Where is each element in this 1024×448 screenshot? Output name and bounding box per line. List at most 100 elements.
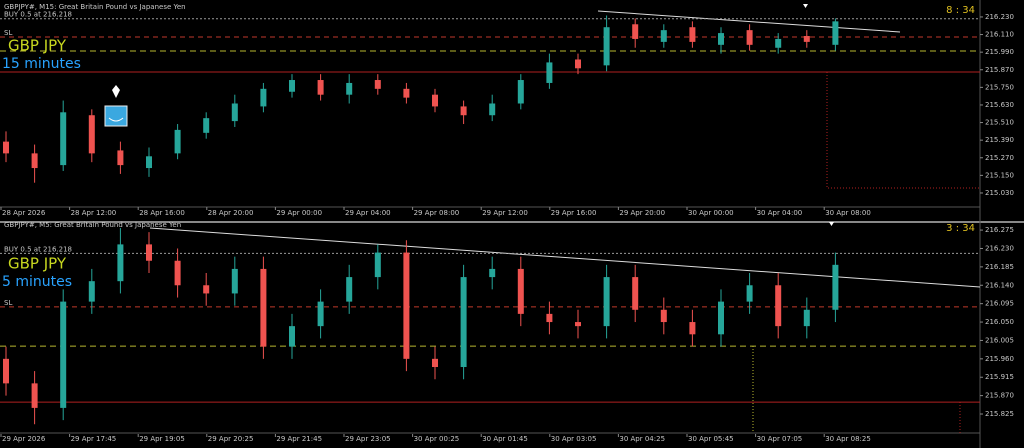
candle-body (146, 156, 152, 169)
candle-body (460, 277, 467, 368)
candle-body (31, 153, 38, 169)
time-label: 30 Apr 07:05 (757, 435, 803, 443)
price-label: 215.870 (985, 66, 1014, 74)
candle-body (517, 268, 524, 314)
candle-body (3, 141, 9, 154)
candle-body (317, 80, 324, 95)
time-label: 29 Apr 20:00 (619, 209, 665, 217)
candle-body (775, 38, 782, 48)
time-label: 30 Apr 05:45 (688, 435, 734, 443)
price-label: 215.825 (985, 410, 1014, 418)
price-label: 216.110 (985, 31, 1014, 39)
candle-body (231, 103, 238, 122)
candle-body (718, 301, 724, 335)
candle-body (203, 118, 210, 133)
price-label: 216.095 (985, 300, 1014, 308)
candle-body (403, 252, 410, 359)
candle-body (346, 82, 353, 95)
timeframe-label: 15 minutes (2, 56, 81, 72)
price-label: 215.960 (985, 355, 1014, 363)
time-label: 30 Apr 00:25 (414, 435, 460, 443)
candle-body (3, 358, 9, 384)
candle-body (346, 277, 353, 302)
candle-body (317, 301, 324, 327)
time-label: 30 Apr 08:00 (825, 209, 871, 217)
candle-body (489, 103, 496, 116)
candle-body (632, 24, 639, 39)
candle-body (575, 322, 581, 327)
candle-body (546, 62, 553, 83)
price-label: 215.990 (985, 48, 1014, 56)
price-label: 215.630 (985, 101, 1014, 109)
candle-body (660, 309, 667, 323)
time-label: 29 Apr 2026 (2, 435, 46, 443)
candle-body (460, 106, 467, 116)
price-label: 215.915 (985, 373, 1014, 381)
candle-body (575, 59, 581, 69)
time-label: 29 Apr 00:00 (276, 209, 322, 217)
candle-body (746, 285, 753, 302)
shift-marker (829, 222, 834, 226)
candle-body (289, 326, 295, 347)
candle-body (489, 268, 496, 278)
candle-body (231, 268, 238, 294)
level-label: BUY 0.5 at 216.218 (4, 11, 72, 19)
level-label: SL (4, 29, 12, 37)
price-label: 216.005 (985, 336, 1014, 344)
signal-icon (104, 105, 128, 127)
candle-body (31, 383, 38, 408)
price-label: 215.030 (985, 189, 1014, 197)
trendline (149, 227, 981, 288)
bar-timer: 8 : 34 (946, 5, 975, 16)
candle-body (803, 36, 810, 42)
chart-title: GBPJPY#, M5: Great Britain Pound vs Japa… (4, 221, 181, 229)
candle-body (832, 264, 839, 310)
price-label: 215.390 (985, 136, 1014, 144)
price-label: 216.275 (985, 226, 1014, 234)
price-label: 215.510 (985, 119, 1014, 127)
time-label: 29 Apr 08:00 (414, 209, 460, 217)
candle-body (117, 244, 124, 282)
time-label: 29 Apr 12:00 (482, 209, 528, 217)
candle-body (174, 129, 181, 154)
chart-title: GBPJPY#, M15: Great Britain Pound vs Jap… (4, 3, 186, 11)
time-label: 29 Apr 21:45 (276, 435, 322, 443)
candle-body (432, 358, 438, 368)
price-label: 216.230 (985, 244, 1014, 252)
candle-body (146, 244, 152, 261)
time-label: 30 Apr 04:25 (619, 435, 665, 443)
candle-body (632, 277, 639, 310)
candle-body (289, 80, 295, 92)
candle-body (260, 268, 267, 347)
candle-body (374, 80, 381, 89)
price-label: 215.870 (985, 392, 1014, 400)
candle-body (60, 112, 67, 166)
candle-body (832, 21, 839, 45)
price-label: 216.140 (985, 281, 1014, 289)
time-label: 30 Apr 01:45 (482, 435, 528, 443)
price-label: 215.150 (985, 171, 1014, 179)
time-label: 28 Apr 12:00 (71, 209, 117, 217)
time-label: 28 Apr 16:00 (139, 209, 185, 217)
price-label: 215.270 (985, 154, 1014, 162)
candle-body (689, 27, 696, 42)
candle-body (718, 33, 724, 45)
bar-timer: 3 : 34 (946, 223, 975, 234)
candle-body (88, 281, 95, 302)
price-label: 216.230 (985, 13, 1014, 21)
candle-body (432, 94, 438, 107)
signal-icon-glyph (108, 117, 124, 122)
candle-body (117, 150, 124, 166)
candle-body (174, 260, 181, 286)
time-label: 29 Apr 20:25 (208, 435, 254, 443)
candle-body (689, 322, 696, 335)
level-label: SL (4, 299, 12, 307)
candle-body (374, 252, 381, 278)
candle-body (546, 313, 553, 323)
time-label: 30 Apr 04:00 (757, 209, 803, 217)
candle-body (775, 285, 782, 327)
candle-body (260, 88, 267, 107)
timeframe-label: 5 minutes (2, 274, 72, 290)
price-label: 216.185 (985, 263, 1014, 271)
time-label: 29 Apr 16:00 (551, 209, 597, 217)
